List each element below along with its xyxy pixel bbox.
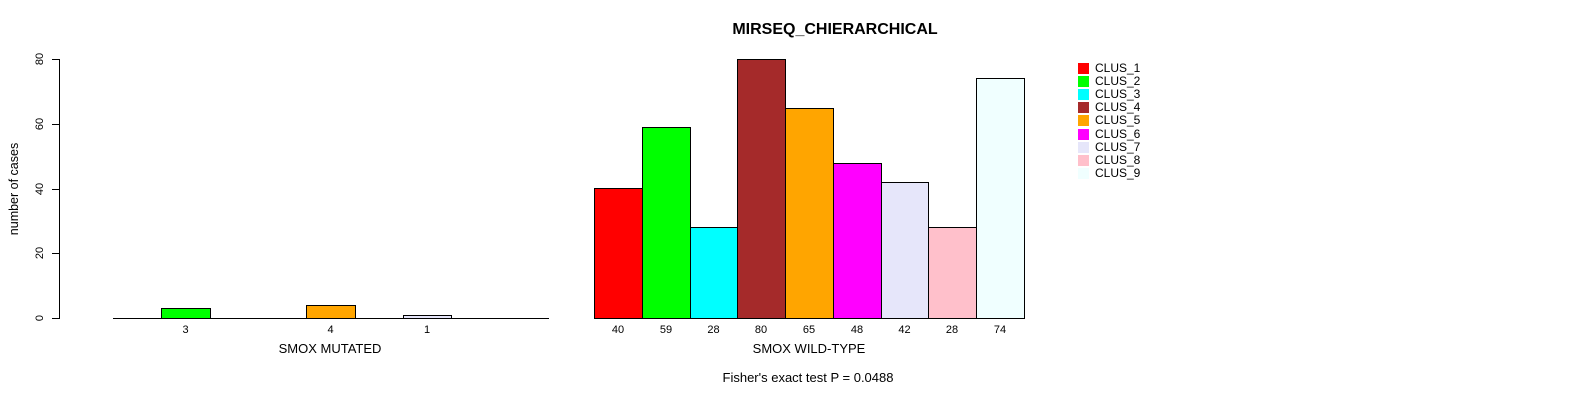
- y-axis-tick-label: 20: [34, 246, 46, 260]
- legend-swatch-CLUS_7: [1078, 141, 1089, 153]
- bar-CLUS_3: [690, 227, 738, 319]
- bar-value-label-CLUS_2: 59: [659, 324, 673, 336]
- legend-label-CLUS_5: CLUS_5: [1095, 113, 1141, 127]
- bar-value-label-CLUS_7: 42: [898, 324, 911, 336]
- y-axis-tick-label: 60: [34, 117, 46, 131]
- bar-value-label-CLUS_2: 3: [182, 324, 189, 336]
- legend-swatch-CLUS_2: [1078, 75, 1089, 87]
- legend-label-CLUS_1: CLUS_1: [1095, 61, 1141, 75]
- legend-swatch-CLUS_5: [1078, 114, 1089, 126]
- bar-value-label-CLUS_6: 48: [850, 324, 864, 336]
- y-axis-tick: [52, 189, 59, 190]
- y-axis-tick: [52, 59, 59, 60]
- bar-value-label-CLUS_9: 74: [993, 324, 1007, 336]
- legend-item-CLUS_2: CLUS_2: [1078, 75, 1140, 87]
- y-axis-tick: [52, 318, 59, 319]
- legend-swatch-CLUS_6: [1078, 128, 1089, 140]
- legend-label-CLUS_9: CLUS_9: [1095, 166, 1141, 180]
- bar-CLUS_1: [594, 188, 643, 319]
- legend-label-CLUS_2: CLUS_2: [1095, 74, 1141, 88]
- bar-CLUS_6: [833, 163, 882, 319]
- legend-swatch-CLUS_4: [1078, 101, 1089, 113]
- y-axis-tick: [52, 253, 59, 254]
- legend-item-CLUS_6: CLUS_6: [1078, 128, 1140, 140]
- bar-CLUS_9: [976, 78, 1025, 319]
- y-axis-tick-label: 80: [34, 52, 46, 66]
- legend-item-CLUS_3: CLUS_3: [1078, 88, 1140, 100]
- chart-title: MIRSEQ_CHIERARCHICAL: [732, 21, 938, 38]
- legend-swatch-CLUS_1: [1078, 62, 1089, 74]
- bar-value-label-CLUS_7: 1: [423, 324, 431, 336]
- legend-label-CLUS_6: CLUS_6: [1095, 127, 1141, 141]
- y-axis-line: [59, 59, 60, 319]
- legend-item-CLUS_9: CLUS_9: [1078, 167, 1140, 179]
- x-axis-label-mutated: SMOX MUTATED: [278, 341, 382, 356]
- y-axis-tick: [52, 124, 59, 125]
- bar-CLUS_2: [642, 127, 691, 319]
- bar-CLUS_4: [737, 59, 786, 319]
- x-axis-label-wildtype: SMOX WILD-TYPE: [752, 341, 866, 356]
- bar-CLUS_7: [403, 315, 452, 319]
- legend-item-CLUS_8: CLUS_8: [1078, 154, 1140, 166]
- legend-label-CLUS_7: CLUS_7: [1095, 140, 1141, 154]
- fisher-test-annotation: Fisher's exact test P = 0.0488: [722, 370, 894, 385]
- bar-CLUS_8: [928, 227, 977, 319]
- bar-CLUS_2: [161, 308, 211, 319]
- legend-item-CLUS_1: CLUS_1: [1078, 62, 1140, 74]
- bar-value-label-CLUS_3: 28: [707, 324, 720, 336]
- bar-value-label-CLUS_5: 4: [327, 324, 334, 336]
- legend-label-CLUS_3: CLUS_3: [1095, 87, 1141, 101]
- legend-item-CLUS_7: CLUS_7: [1078, 141, 1140, 153]
- y-axis-tick-label: 0: [34, 314, 46, 322]
- legend-swatch-CLUS_3: [1078, 88, 1089, 100]
- bar-CLUS_5: [785, 108, 834, 319]
- bar-value-label-CLUS_4: 80: [754, 324, 768, 336]
- legend-item-CLUS_5: CLUS_5: [1078, 114, 1140, 126]
- bar-value-label-CLUS_5: 65: [802, 324, 816, 336]
- legend-item-CLUS_4: CLUS_4: [1078, 101, 1140, 113]
- legend-swatch-CLUS_9: [1078, 167, 1089, 179]
- y-axis-tick-label: 40: [34, 182, 46, 196]
- bar-value-label-CLUS_1: 40: [611, 324, 625, 336]
- bar-value-label-CLUS_8: 28: [945, 324, 959, 336]
- legend-label-CLUS_8: CLUS_8: [1095, 153, 1141, 167]
- y-axis-title: number of cases: [7, 142, 21, 236]
- legend-swatch-CLUS_8: [1078, 154, 1089, 166]
- bar-CLUS_5: [306, 305, 356, 319]
- bar-CLUS_7: [881, 182, 929, 319]
- legend-label-CLUS_4: CLUS_4: [1095, 100, 1141, 114]
